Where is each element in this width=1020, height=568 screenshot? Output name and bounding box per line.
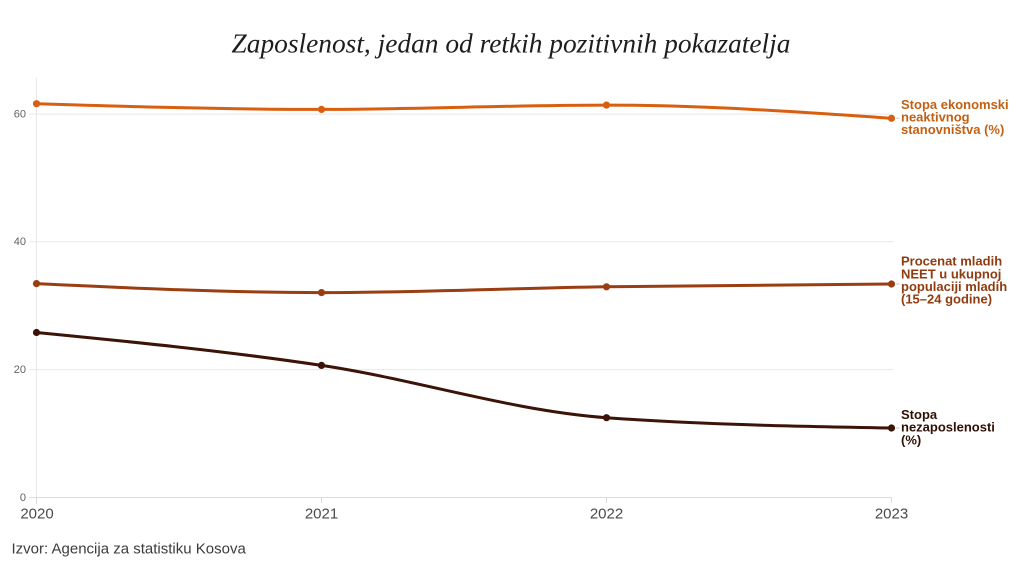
svg-text:Procenat mladih: Procenat mladih [901,254,1002,269]
svg-text:Stopa ekonomski: Stopa ekonomski [901,97,1009,112]
svg-text:nezaposlenosti: nezaposlenosti [901,420,995,435]
svg-text:Stopa: Stopa [901,407,938,422]
svg-text:2023: 2023 [875,506,908,523]
svg-text:40: 40 [14,236,26,248]
svg-text:Izvor: Agencija za statistiku: Izvor: Agencija za statistiku Kosova [12,541,247,558]
svg-text:Zaposlenost, jedan od retkih p: Zaposlenost, jedan od retkih pozitivnih … [232,29,791,59]
svg-text:populaciji mladih: populaciji mladih [901,279,1007,294]
svg-text:2020: 2020 [20,506,53,523]
svg-text:2022: 2022 [590,506,623,523]
svg-text:60: 60 [14,109,26,121]
svg-text:2021: 2021 [305,506,338,523]
svg-text:20: 20 [14,364,26,376]
svg-text:NEET u ukupnoj: NEET u ukupnoj [901,266,1001,281]
svg-text:neaktivnog: neaktivnog [901,110,970,125]
svg-text:0: 0 [20,492,26,504]
svg-text:(%): (%) [901,432,921,447]
svg-text:stanovništva (%): stanovništva (%) [901,122,1004,137]
svg-text:(15–24 godine): (15–24 godine) [901,292,992,307]
